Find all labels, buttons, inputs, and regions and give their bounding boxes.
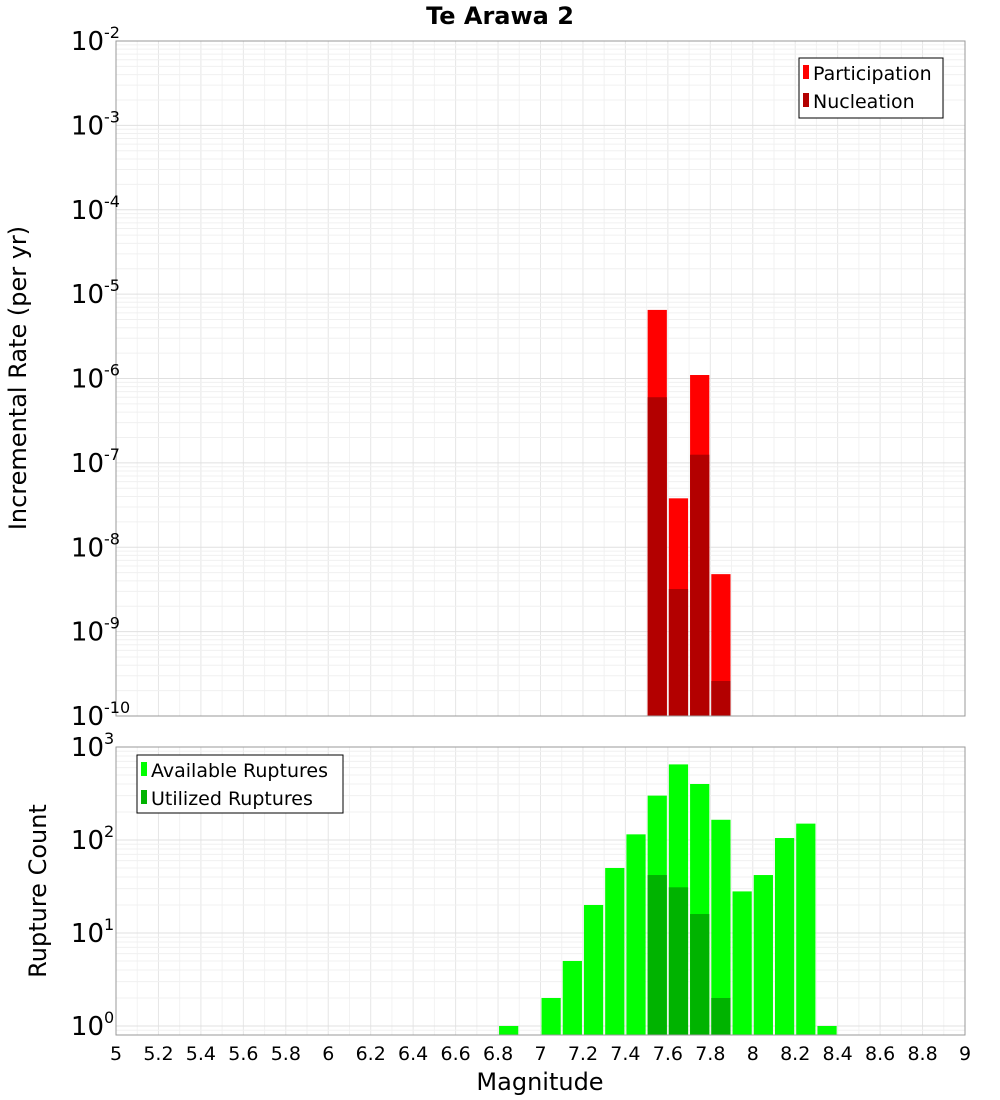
- y-tick-label: 10: [71, 618, 104, 648]
- y-tick-exponent: -8: [104, 529, 120, 548]
- x-tick-label: 5.6: [228, 1043, 258, 1065]
- top-plot-border: [115, 40, 966, 717]
- x-tick-label: 8.2: [780, 1043, 810, 1065]
- bar-utilized-ruptures: [647, 875, 667, 1035]
- legend-label-available-ruptures: Available Ruptures: [151, 760, 328, 782]
- x-tick-label: 9: [959, 1043, 971, 1065]
- bar-available-ruptures: [583, 904, 604, 1035]
- legend-label-nucleation: Nucleation: [813, 91, 915, 113]
- y-tick-label: 10: [71, 449, 104, 479]
- top-grid: [115, 40, 966, 717]
- top-y-axis-label: Incremental Rate (per yr): [4, 226, 32, 530]
- x-tick-label: 8.4: [823, 1043, 853, 1065]
- legend-swatch-available-ruptures: [141, 762, 147, 776]
- x-tick-label: 5.2: [143, 1043, 173, 1065]
- bottom-plot-border: [115, 746, 966, 1036]
- y-tick-label: 10: [71, 1012, 104, 1042]
- y-tick-exponent: -4: [104, 192, 120, 211]
- bottom-x-ticks: 5 5.2 5.4 5.6 5.8 6 6.2 6.4 6.6 6.8 7 7.2 7.4 7.6 7.8 8…: [110, 1043, 971, 1065]
- bar-available-ruptures: [796, 823, 816, 1035]
- y-tick-exponent: 3: [104, 729, 114, 748]
- x-tick-label: 6.2: [356, 1043, 386, 1065]
- x-tick-label: 5.8: [271, 1043, 301, 1065]
- y-tick-label: 10: [71, 280, 104, 310]
- bar-available-ruptures: [817, 1025, 837, 1035]
- x-axis-label: Magnitude: [476, 1068, 603, 1096]
- y-tick-label: 10: [71, 919, 104, 949]
- y-tick-label: 10: [71, 196, 104, 226]
- bar-available-ruptures: [499, 1025, 519, 1035]
- legend-label-utilized-ruptures: Utilized Ruptures: [151, 788, 313, 810]
- y-tick-label: 10: [71, 826, 104, 856]
- y-tick-exponent: -2: [104, 23, 120, 42]
- bar-available-ruptures: [562, 960, 582, 1035]
- top-legend-box: [798, 57, 944, 119]
- top-legend: Participation Nucleation: [798, 57, 944, 119]
- top-bars: [647, 309, 731, 716]
- x-tick-label: 6: [322, 1043, 334, 1065]
- bar-nucleation: [711, 680, 731, 716]
- bar-utilized-ruptures: [668, 887, 689, 1035]
- bar-available-ruptures: [774, 838, 795, 1035]
- bar-available-ruptures: [711, 819, 731, 1035]
- bar-utilized-ruptures: [711, 997, 731, 1035]
- bar-participation: [711, 574, 731, 716]
- bar-available-ruptures: [605, 867, 625, 1035]
- y-tick-label: 10: [71, 702, 104, 732]
- x-tick-label: 5.4: [186, 1043, 216, 1065]
- x-tick-label: 6.4: [398, 1043, 428, 1065]
- bar-available-ruptures: [626, 834, 646, 1035]
- y-tick-exponent: -9: [104, 614, 120, 633]
- legend-swatch-utilized-ruptures: [141, 790, 147, 804]
- y-tick-exponent: 2: [104, 822, 114, 841]
- bottom-legend: Available Ruptures Utilized Ruptures: [136, 754, 344, 814]
- bottom-bars: [499, 764, 837, 1035]
- legend-swatch-participation: [803, 65, 809, 79]
- bar-available-ruptures: [732, 891, 752, 1035]
- x-tick-label: 6.6: [440, 1043, 470, 1065]
- x-tick-label: 7.8: [695, 1043, 725, 1065]
- bar-nucleation: [668, 589, 689, 716]
- y-tick-exponent: 0: [104, 1008, 114, 1027]
- y-tick-label: 10: [71, 111, 104, 141]
- x-tick-label: 7: [534, 1043, 546, 1065]
- bottom-y-axis-label: Rupture Count: [24, 804, 52, 978]
- x-tick-label: 8.8: [907, 1043, 937, 1065]
- x-tick-label: 7.2: [568, 1043, 598, 1065]
- chart-title: Te Arawa 2: [426, 2, 574, 30]
- x-tick-label: 8: [747, 1043, 759, 1065]
- x-tick-label: 7.4: [610, 1043, 640, 1065]
- y-tick-exponent: -10: [104, 698, 130, 717]
- y-tick-label: 10: [71, 533, 104, 563]
- x-tick-label: 8.6: [865, 1043, 895, 1065]
- legend-swatch-nucleation: [803, 93, 809, 107]
- x-tick-label: 6.8: [483, 1043, 513, 1065]
- y-tick-exponent: -6: [104, 361, 120, 380]
- legend-label-participation: Participation: [813, 63, 932, 85]
- bar-utilized-ruptures: [690, 914, 710, 1035]
- bar-available-ruptures: [541, 997, 561, 1035]
- x-tick-label: 7.6: [653, 1043, 683, 1065]
- bar-nucleation: [690, 454, 710, 716]
- y-tick-exponent: -7: [104, 445, 120, 464]
- bar-available-ruptures: [753, 875, 773, 1035]
- y-tick-exponent: 1: [104, 915, 114, 934]
- bottom-legend-box: [136, 754, 344, 814]
- y-tick-label: 10: [71, 733, 104, 763]
- y-tick-label: 10: [71, 365, 104, 395]
- bar-nucleation: [647, 397, 667, 716]
- y-tick-label: 10: [71, 27, 104, 57]
- y-tick-exponent: -3: [104, 107, 120, 126]
- x-tick-label: 5: [110, 1043, 122, 1065]
- y-tick-exponent: -5: [104, 276, 120, 295]
